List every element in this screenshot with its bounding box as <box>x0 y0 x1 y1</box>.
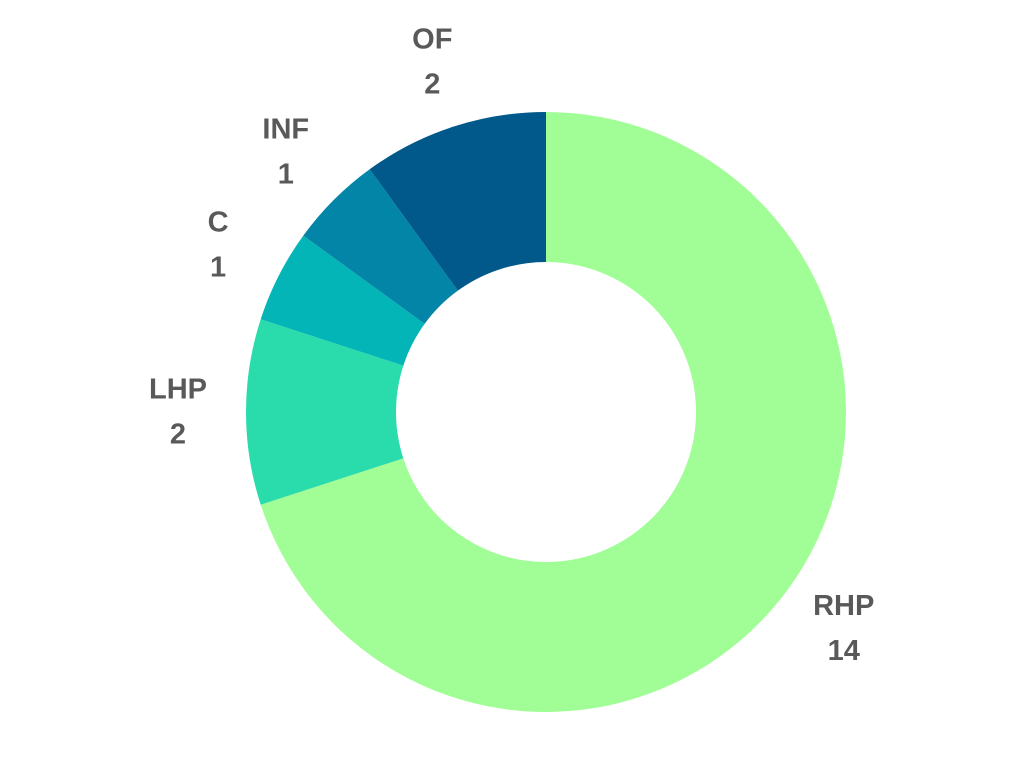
donut-slices <box>245 112 846 712</box>
slice-rhp <box>260 112 846 712</box>
slice-label-rhp: RHP <box>813 590 874 622</box>
slice-label-of: OF <box>412 24 452 56</box>
slice-value-c: 1 <box>210 251 226 283</box>
slice-value-of: 2 <box>424 69 440 101</box>
slice-label-c: C <box>208 206 229 238</box>
slice-value-inf: 1 <box>278 158 294 190</box>
slice-label-lhp: LHP <box>149 374 207 406</box>
slice-lhp <box>245 319 404 505</box>
slice-c <box>260 235 425 366</box>
slice-label-inf: INF <box>262 113 309 145</box>
slice-inf <box>303 169 458 324</box>
slice-value-lhp: 2 <box>170 419 186 451</box>
donut-labels: RHP 14 LHP 2 C 1 INF 1 OF 2 <box>149 24 874 667</box>
slice-value-rhp: 14 <box>828 635 860 667</box>
slice-of <box>369 112 546 291</box>
